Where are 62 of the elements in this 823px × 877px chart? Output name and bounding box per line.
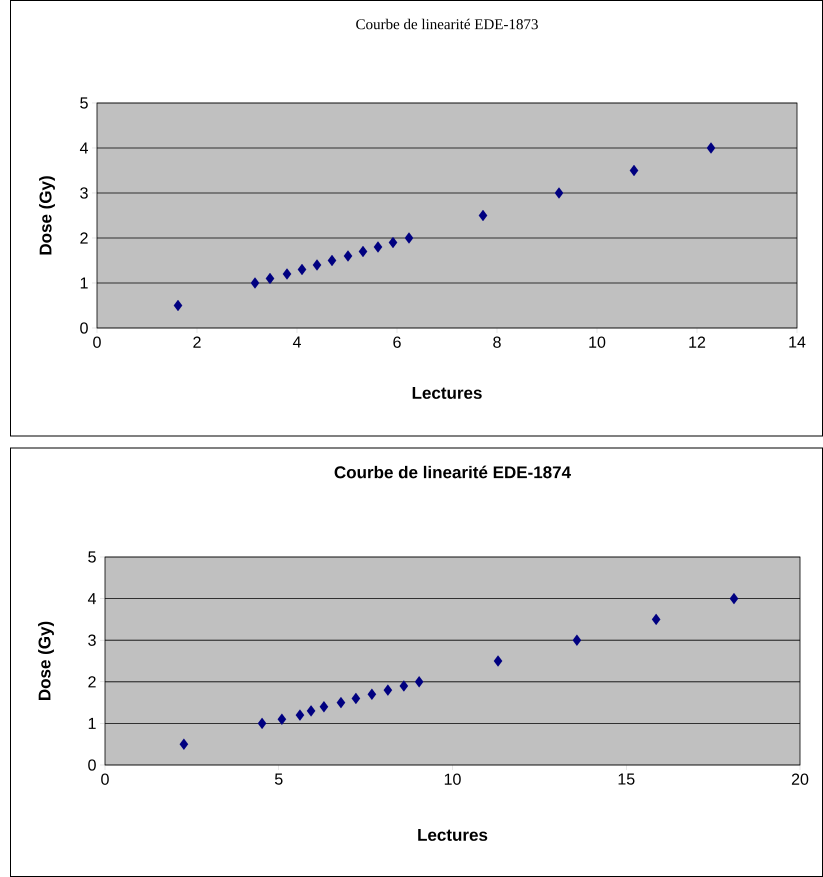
y-tick-label: 2 — [88, 676, 96, 688]
y-tick-label: 0 — [80, 322, 88, 334]
point — [180, 738, 188, 750]
point — [384, 684, 392, 696]
point — [328, 254, 336, 266]
x-tick-label: 15 — [618, 774, 634, 785]
point — [374, 241, 382, 253]
point — [706, 142, 716, 154]
x-tick-label: 6 — [393, 336, 401, 348]
y-tick-label: 3 — [80, 187, 88, 199]
point — [358, 246, 368, 258]
point — [572, 634, 582, 646]
point — [368, 688, 376, 700]
point — [296, 709, 304, 721]
x-tick-label: 10 — [589, 336, 606, 348]
point — [298, 264, 306, 276]
y-tick-label: 4 — [88, 593, 96, 604]
point — [266, 272, 274, 284]
y-tick-label: 2 — [80, 232, 88, 244]
point — [652, 614, 660, 626]
x-tick-label: 20 — [792, 774, 808, 785]
point — [312, 259, 322, 271]
x-tick-label: 2 — [193, 336, 201, 348]
y-axis-title: Dose (Gy) — [39, 176, 55, 254]
point — [730, 592, 738, 604]
x-axis-title: Lectures — [412, 387, 482, 399]
point — [630, 164, 638, 176]
point — [336, 696, 346, 708]
y-tick-label: 1 — [80, 277, 88, 288]
y-tick-label: 4 — [80, 142, 88, 154]
y-tick-label: 1 — [88, 718, 96, 729]
point — [344, 250, 352, 262]
point — [320, 701, 328, 712]
x-tick-label: 14 — [789, 336, 806, 348]
point — [352, 692, 360, 704]
point — [174, 300, 182, 312]
point — [478, 210, 488, 222]
x-tick-label: 8 — [493, 336, 501, 348]
point — [414, 676, 424, 688]
point — [388, 236, 398, 248]
y-tick-label: 3 — [88, 634, 96, 646]
x-tick-label: 10 — [444, 774, 461, 785]
point — [278, 714, 286, 725]
point — [306, 705, 316, 717]
x-tick-label: 5 — [274, 774, 283, 785]
y-tick-label: 5 — [88, 551, 96, 563]
point — [554, 187, 564, 199]
chart-title: Courbe de linearité EDE-1874 — [334, 466, 571, 478]
point — [404, 232, 414, 244]
chart-title: Courbe de linearité EDE-1873 — [356, 18, 538, 30]
point — [282, 268, 292, 280]
y-tick-label: 5 — [80, 97, 88, 109]
y-tick-label: 0 — [88, 759, 96, 771]
point — [250, 277, 260, 289]
point — [258, 718, 266, 730]
point — [400, 680, 408, 692]
x-tick-label: 0 — [101, 774, 109, 785]
x-axis-title: Lectures — [418, 829, 488, 841]
y-axis-title: Dose (Gy) — [38, 622, 54, 700]
x-tick-label: 4 — [292, 336, 301, 348]
point — [494, 655, 502, 667]
x-tick-label: 12 — [689, 336, 706, 348]
